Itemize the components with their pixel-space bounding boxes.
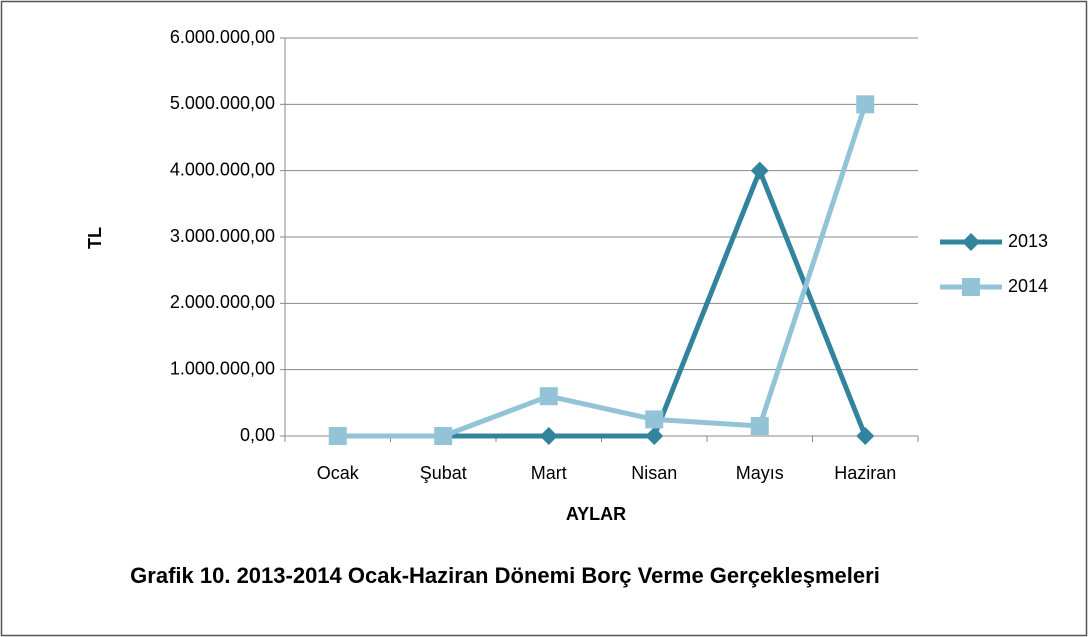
y-tick-label: 2.000.000,00 — [170, 292, 275, 312]
y-tick-label: 5.000.000,00 — [170, 93, 275, 113]
series-line — [337, 103, 868, 439]
x-tick-label: Nisan — [631, 463, 677, 483]
data-point — [856, 95, 875, 114]
data-point — [645, 410, 664, 429]
x-axis-label: AYLAR — [566, 504, 626, 524]
y-tick-label: 0,00 — [240, 425, 275, 445]
data-point — [645, 427, 664, 445]
data-point — [539, 427, 558, 445]
data-point — [750, 417, 769, 436]
x-tick-label: Şubat — [420, 463, 467, 483]
data-point — [856, 427, 875, 445]
chart-title: Grafik 10. 2013-2014 Ocak-Haziran Dönemi… — [130, 563, 880, 588]
legend-label: 2014 — [1008, 276, 1048, 296]
legend-label: 2013 — [1008, 231, 1048, 251]
y-axis-label: TL — [85, 227, 105, 249]
x-tick-label: Haziran — [834, 463, 896, 483]
x-tick-label: Ocak — [317, 463, 360, 483]
x-tick-label: Mayıs — [736, 463, 784, 483]
y-tick-label: 1.000.000,00 — [170, 358, 275, 378]
data-point — [328, 427, 347, 445]
y-tick-label: 3.000.000,00 — [170, 226, 275, 246]
x-tick-label: Mart — [531, 463, 567, 483]
y-tick-label: 6.000.000,00 — [170, 27, 275, 47]
legend-marker — [962, 233, 980, 251]
data-point — [750, 161, 769, 180]
y-tick-label: 4.000.000,00 — [170, 159, 275, 179]
data-point — [539, 387, 558, 406]
data-point — [434, 427, 453, 445]
legend-marker — [962, 278, 980, 296]
